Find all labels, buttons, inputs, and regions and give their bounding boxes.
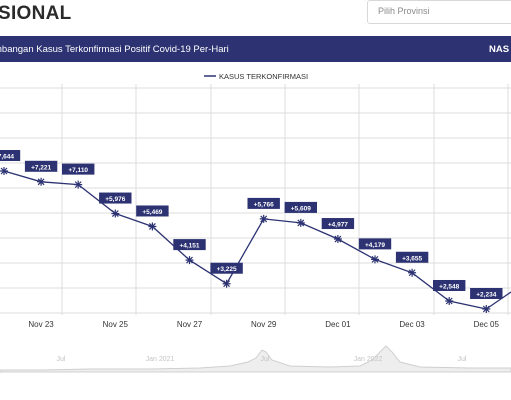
series-line bbox=[485, 291, 511, 310]
data-label: +4,977 bbox=[328, 222, 348, 229]
data-label: +5,469 bbox=[142, 209, 162, 216]
chart-area: KASUS TERKONFIRMASI +7,644 +7,221 +7,110 +5,… bbox=[0, 62, 511, 400]
data-label-bg bbox=[62, 163, 95, 175]
data-label-bg bbox=[136, 205, 169, 217]
data-label: +4,179 bbox=[365, 242, 385, 249]
data-point[interactable] bbox=[482, 305, 491, 313]
data-point[interactable] bbox=[37, 177, 46, 186]
panel-header: mbangan Kasus Terkonfirmasi Positif Covi… bbox=[0, 36, 511, 62]
legend-label[interactable]: KASUS TERKONFIRMASI bbox=[219, 72, 308, 81]
navigator-label: Jan 2022 bbox=[354, 356, 383, 363]
data-label: +2,548 bbox=[439, 283, 459, 290]
series-line bbox=[3, 170, 487, 310]
data-label: +7,644 bbox=[0, 154, 14, 161]
data-point[interactable] bbox=[445, 296, 454, 305]
province-select-placeholder: Pilih Provinsi bbox=[378, 6, 430, 16]
panel-title: mbangan Kasus Terkonfirmasi Positif Covi… bbox=[0, 44, 229, 55]
data-label: +5,976 bbox=[105, 196, 125, 203]
data-label-bg bbox=[99, 192, 132, 204]
x-tick-label: Dec 03 bbox=[399, 320, 425, 329]
data-label-bg bbox=[173, 239, 206, 251]
data-point[interactable] bbox=[259, 214, 268, 223]
data-point[interactable] bbox=[148, 222, 157, 231]
data-label-bg bbox=[0, 150, 21, 161]
data-label: +3,655 bbox=[402, 255, 422, 262]
data-label: +7,110 bbox=[68, 167, 88, 174]
data-label: +5,609 bbox=[291, 205, 311, 212]
navigator-label: Jul bbox=[261, 356, 270, 363]
data-label: +3,225 bbox=[217, 266, 237, 273]
navigator-series bbox=[0, 345, 511, 373]
data-point[interactable] bbox=[185, 256, 194, 265]
x-tick-label: Dec 01 bbox=[325, 320, 351, 329]
data-point[interactable] bbox=[333, 235, 342, 244]
data-label: +5,766 bbox=[254, 201, 274, 208]
data-label: +7,221 bbox=[31, 164, 51, 171]
data-label-bg bbox=[395, 251, 429, 263]
x-tick-label: Nov 23 bbox=[28, 320, 54, 329]
province-select[interactable]: Pilih Provinsi bbox=[367, 0, 511, 24]
data-label-bg bbox=[210, 262, 243, 274]
data-point[interactable] bbox=[408, 268, 417, 277]
data-label: +4,151 bbox=[179, 243, 199, 250]
data-label-bg bbox=[247, 197, 280, 209]
x-tick-label: Nov 27 bbox=[177, 320, 203, 329]
data-label: +2,234 bbox=[476, 292, 496, 299]
data-label-bg bbox=[358, 238, 392, 250]
top-bar: SIONAL Pilih Provinsi bbox=[0, 0, 511, 34]
panel-scope-label: NAS bbox=[489, 44, 510, 55]
data-point[interactable] bbox=[296, 218, 305, 227]
data-label-bg bbox=[433, 279, 466, 291]
data-point[interactable] bbox=[371, 255, 379, 264]
data-label-bg bbox=[24, 160, 58, 172]
data-label-bg bbox=[284, 201, 317, 213]
data-point[interactable] bbox=[74, 180, 83, 189]
navigator-label: Jul bbox=[57, 356, 66, 363]
data-point[interactable] bbox=[222, 279, 231, 288]
navigator-label: Jul bbox=[458, 356, 467, 363]
data-point[interactable] bbox=[111, 209, 120, 218]
daily-cases-chart[interactable]: KASUS TERKONFIRMASI +7,644 +7,221 +7,110 +5,… bbox=[0, 62, 511, 400]
navigator-label: Jan 2021 bbox=[146, 356, 175, 363]
data-point[interactable] bbox=[0, 167, 8, 175]
page-title: SIONAL bbox=[0, 3, 72, 24]
x-tick-label: Dec 05 bbox=[474, 320, 500, 329]
data-label-bg bbox=[321, 218, 355, 230]
data-label-bg bbox=[470, 288, 503, 299]
x-tick-label: Nov 25 bbox=[103, 320, 129, 329]
x-tick-label: Nov 29 bbox=[251, 320, 277, 329]
